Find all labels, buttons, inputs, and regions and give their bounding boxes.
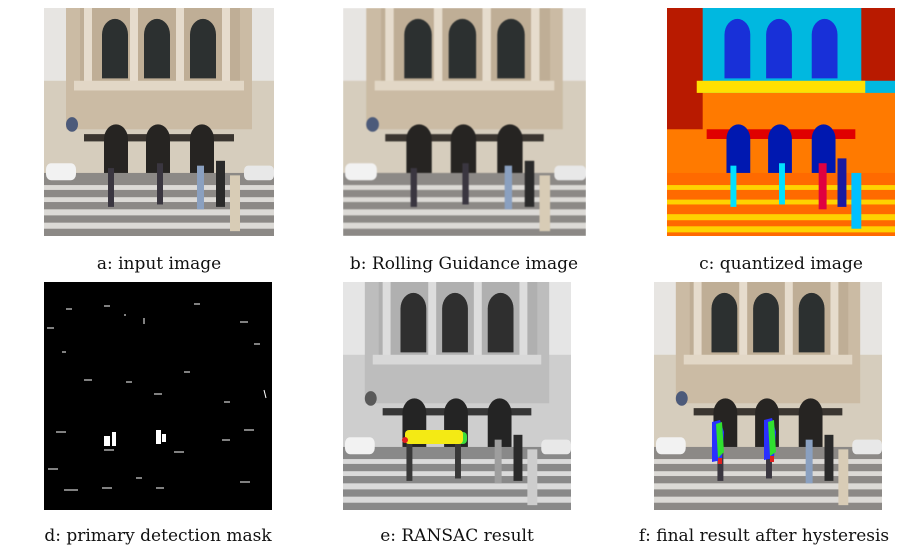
caption-d: d: primary detection mask [44,526,272,546]
ransac-result-image [343,282,571,510]
caption-a: a: input image [96,254,222,274]
final-result-image [654,282,882,510]
caption-e: e: RANSAC result [380,526,534,546]
caption-b: b: Rolling Guidance image [349,254,579,274]
input-image [44,8,274,236]
quantized-image [667,8,895,236]
caption-f: f: final result after hysteresis [638,526,890,546]
caption-c: c: quantized image [699,254,863,274]
rolling-guidance-image [343,8,586,236]
primary-detection-mask [44,282,272,510]
